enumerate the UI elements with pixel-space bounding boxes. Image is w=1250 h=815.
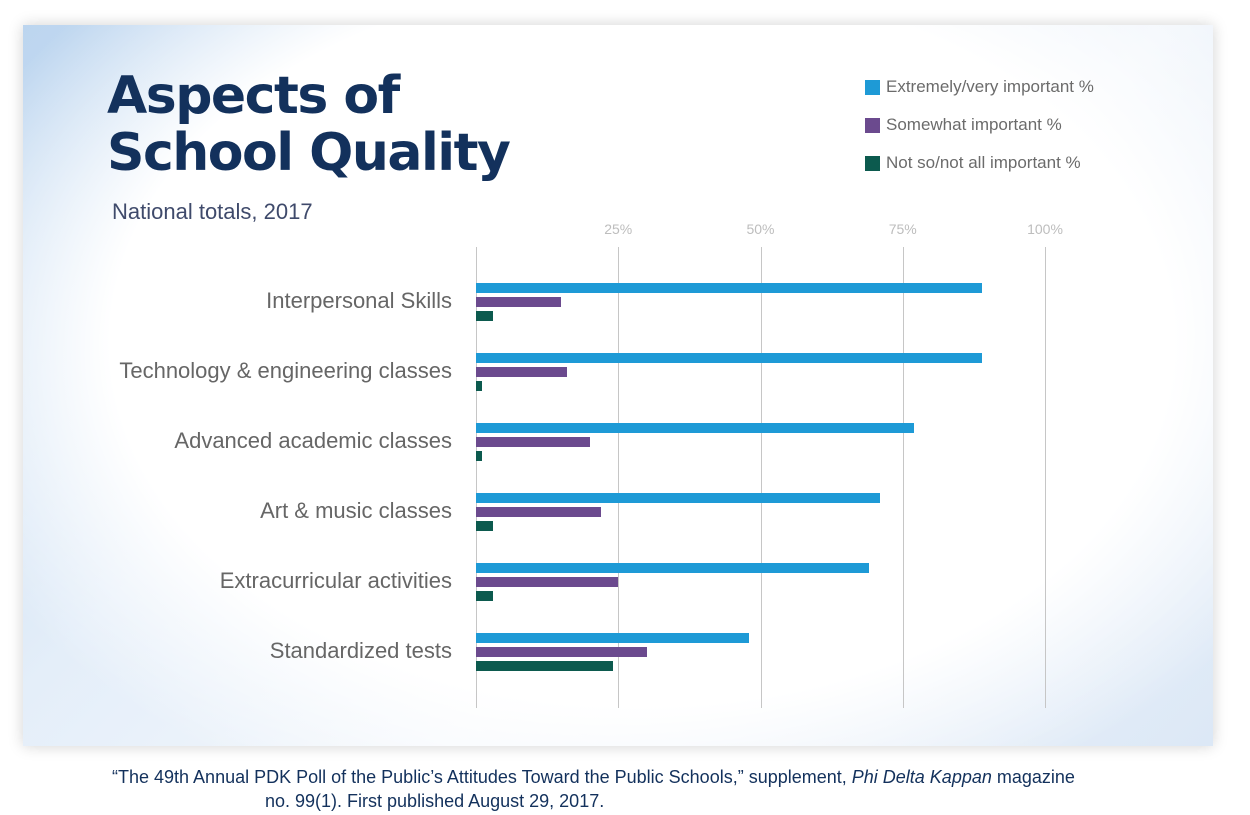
legend: Extremely/very important % Somewhat impo… [865,68,1094,182]
citation-line-2: no. 99(1). First published August 29, 20… [265,791,605,811]
legend-item-not-important: Not so/not all important % [865,144,1094,182]
legend-swatch-purple [865,117,880,133]
bar-not-important [476,381,482,391]
gridline-75 [902,247,904,708]
chart-title: Aspects of School Quality [107,66,511,183]
chart-card [23,25,1213,746]
legend-item-somewhat-important: Somewhat important % [865,106,1094,144]
x-tick-label: 75% [888,221,917,237]
bar-not-important [476,521,494,531]
bar-somewhat-important [476,437,590,447]
citation-text: magazine [991,767,1075,787]
bar-extremely-important [476,353,983,363]
category-label: Interpersonal Skills [266,288,452,313]
bar-somewhat-important [476,367,568,377]
gridline-100 [1045,247,1046,708]
bar-extremely-important [476,493,880,503]
category-label: Technology & engineering classes [119,358,452,383]
gridline-25 [618,247,620,708]
legend-item-extremely-important: Extremely/very important % [865,68,1094,106]
bar-extremely-important [476,423,915,433]
chart-subtitle: National totals, 2017 [112,199,313,224]
bar-somewhat-important [476,507,602,517]
category-label: Extracurricular activities [219,568,452,593]
legend-label: Not so/not all important % [886,153,1081,172]
citation-line-1: “The 49th Annual PDK Poll of the Public’… [112,765,1075,789]
title-line-2: School Quality [107,123,511,183]
legend-swatch-green [865,155,880,171]
bar-somewhat-important [476,647,647,657]
legend-label: Somewhat important % [886,115,1062,134]
x-tick-label: 50% [746,221,775,237]
category-label: Advanced academic classes [174,428,452,453]
bar-extremely-important [476,563,869,573]
bar-somewhat-important [476,577,619,587]
category-label: Standardized tests [269,638,452,663]
gridline-50 [760,247,762,708]
category-label: Art & music classes [260,498,452,523]
title-line-1: Aspects of [107,66,400,126]
bar-extremely-important [476,633,750,643]
citation-publication: Phi Delta Kappan [851,767,992,787]
legend-label: Extremely/very important % [886,77,1094,96]
bar-not-important [476,591,494,601]
x-tick-label: 100% [1027,221,1063,237]
bar-extremely-important [476,283,983,293]
gridline-0 [476,247,477,708]
x-tick-label: 25% [604,221,633,237]
legend-swatch-blue [865,79,880,95]
bar-not-important [476,451,482,461]
citation-text: “The 49th Annual PDK Poll of the Public’… [112,767,852,787]
bar-not-important [476,311,494,321]
bar-somewhat-important [476,297,562,307]
bar-not-important [476,661,613,671]
